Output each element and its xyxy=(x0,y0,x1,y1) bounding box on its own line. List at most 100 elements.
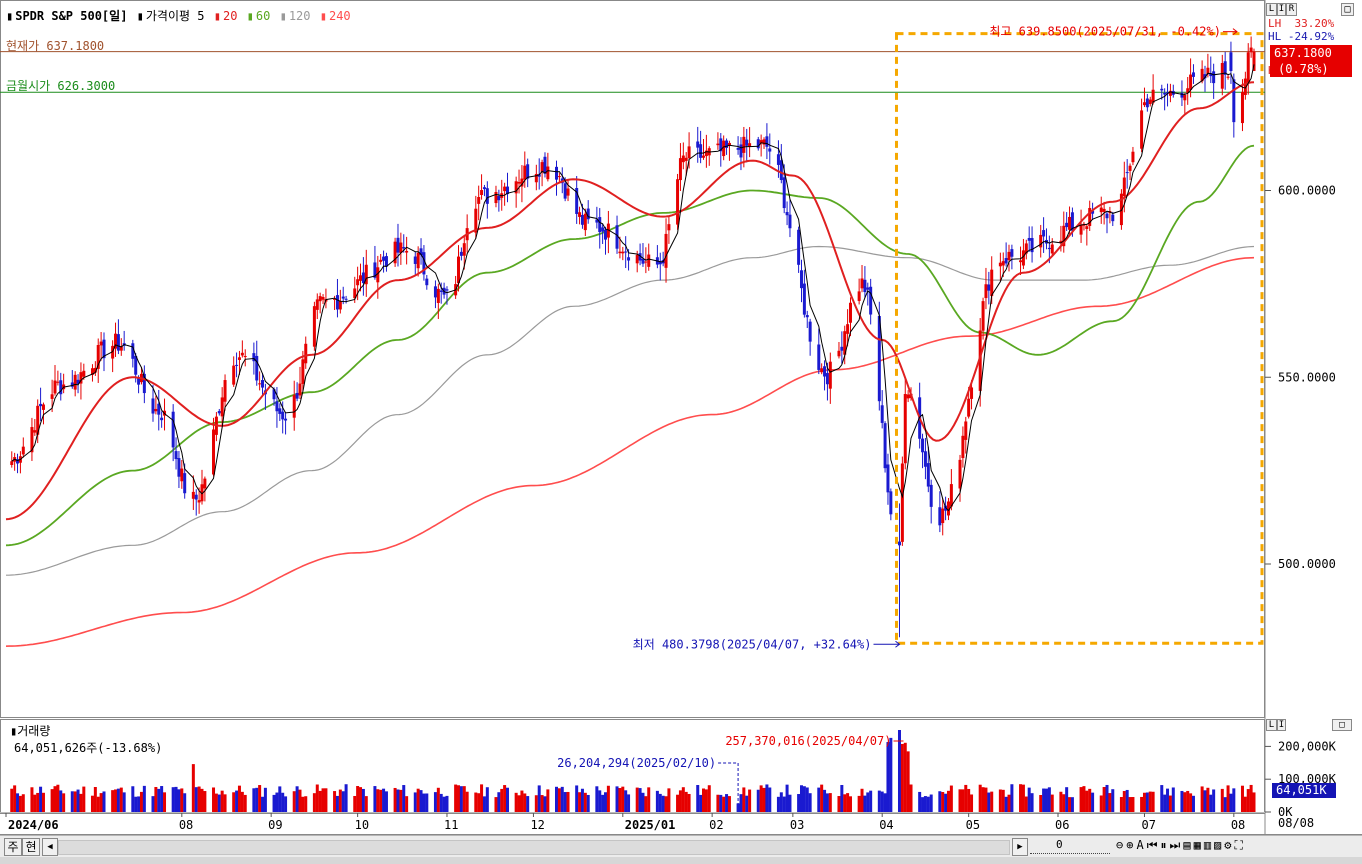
candle-body xyxy=(258,383,262,385)
tab-weekly[interactable]: 주 xyxy=(4,838,22,856)
volume-bar xyxy=(578,792,582,812)
volume-panel-button-l[interactable]: L xyxy=(1266,719,1277,731)
zoom-out-icon[interactable]: ⊖ xyxy=(1116,838,1127,852)
panel-button-i[interactable]: I xyxy=(1277,3,1286,16)
volume-bar xyxy=(382,788,386,812)
volume-bar xyxy=(312,793,316,812)
candle-body xyxy=(799,270,803,289)
volume-bar xyxy=(776,796,780,812)
candle-body xyxy=(1246,52,1250,83)
volume-y-tick-label: 0K xyxy=(1278,805,1293,819)
volume-bar xyxy=(197,786,201,812)
candle-body xyxy=(557,176,561,178)
candle-body xyxy=(96,345,100,369)
volume-bar xyxy=(840,784,844,812)
candle-body xyxy=(606,223,610,238)
volume-bar xyxy=(442,796,446,812)
candle-body xyxy=(1021,250,1025,266)
candle-body xyxy=(903,394,907,464)
volume-bar xyxy=(30,787,34,812)
panel-maximize-icon[interactable]: □ xyxy=(1341,3,1354,16)
last-page-icon[interactable]: ⏭ xyxy=(1169,838,1184,852)
legend-ma20[interactable]: 20 xyxy=(222,9,238,23)
first-page-icon[interactable]: ⏮ xyxy=(1146,838,1161,852)
scroll-left-icon[interactable]: ◀ xyxy=(42,838,58,856)
candle-body xyxy=(1186,88,1190,93)
candle-body xyxy=(857,291,861,301)
x-tick-label: 2024/06 xyxy=(8,818,59,832)
candle-body xyxy=(1249,47,1253,53)
candle-body xyxy=(1010,249,1014,257)
pause-icon[interactable]: ⏸ xyxy=(1160,838,1170,852)
candle-body xyxy=(823,366,827,377)
table-icon[interactable]: ▥ xyxy=(1203,838,1215,852)
panel-button-l[interactable]: L xyxy=(1266,3,1277,16)
candle-body xyxy=(941,508,945,524)
candle-body xyxy=(837,350,841,357)
text-tool-icon[interactable]: A xyxy=(1136,838,1147,852)
volume-y-tick-label: 200,000K xyxy=(1278,739,1337,753)
legend-ma5[interactable]: 가격이평 5 xyxy=(145,9,205,23)
volume-bar xyxy=(278,786,282,812)
candle-body xyxy=(624,251,628,253)
candle-body xyxy=(1068,216,1072,230)
volume-bar xyxy=(970,794,974,812)
horizontal-scrollbar-track[interactable] xyxy=(58,840,1010,855)
volume-bar xyxy=(823,789,827,812)
volume-bar xyxy=(131,786,135,812)
layout-icon[interactable]: ▤ xyxy=(1183,838,1194,852)
volume-bar xyxy=(220,790,224,812)
volume-bar xyxy=(517,795,521,812)
ma5-line xyxy=(11,64,1255,512)
volume-bar xyxy=(191,764,195,812)
volume-bar xyxy=(1108,793,1112,812)
zoom-in-icon[interactable]: ⊕ xyxy=(1126,838,1137,852)
volume-panel-button-i[interactable]: I xyxy=(1277,719,1286,731)
volume-bar xyxy=(918,791,922,812)
candle-body xyxy=(1168,90,1172,96)
volume-bar xyxy=(462,786,466,812)
volume-bar xyxy=(537,785,541,812)
scroll-right-icon[interactable]: ▶ xyxy=(1012,838,1028,856)
tab-current[interactable]: 현 xyxy=(22,838,40,856)
grid-icon[interactable]: ▦ xyxy=(1193,838,1204,852)
legend-ma60[interactable]: 60 xyxy=(255,9,271,23)
volume-bar xyxy=(857,795,861,812)
volume-bar xyxy=(1102,787,1106,812)
volume-bar xyxy=(405,796,409,812)
candle-body xyxy=(970,387,974,399)
candle-body xyxy=(820,368,824,373)
volume-bar xyxy=(699,794,703,812)
legend-title[interactable]: SPDR S&P 500[일] xyxy=(15,9,128,23)
volume-bar xyxy=(586,794,590,812)
legend-ma120[interactable]: 120 xyxy=(288,9,311,23)
image-icon[interactable]: ▨ xyxy=(1214,838,1225,852)
volume-bar xyxy=(621,786,625,812)
corner-hl: HL -24.92% xyxy=(1268,30,1335,43)
legend-ma240[interactable]: 240 xyxy=(328,9,351,23)
candle-body xyxy=(191,491,195,499)
volume-bar xyxy=(1200,786,1204,812)
candle-body xyxy=(586,208,590,220)
volume-bar xyxy=(1246,789,1250,812)
fullscreen-icon[interactable]: ⛶ xyxy=(1234,838,1246,852)
volume-bar xyxy=(73,791,77,812)
volume-bar xyxy=(647,787,651,812)
candle-body xyxy=(482,187,486,190)
volume-peak-annotation: 257,370,016(2025/04/07) xyxy=(725,734,891,748)
volume-bar xyxy=(889,737,893,812)
settings-gear-icon[interactable]: ⚙ xyxy=(1224,838,1235,852)
volume-panel-maximize-icon[interactable]: □ xyxy=(1332,719,1352,731)
volume-bar xyxy=(284,796,288,812)
candle-body xyxy=(396,237,400,253)
candle-body xyxy=(1027,237,1031,241)
candle-body xyxy=(719,138,723,152)
volume-bar xyxy=(275,792,279,812)
volume-bar xyxy=(716,794,720,812)
candle-body xyxy=(373,262,377,278)
candle-body xyxy=(240,352,244,356)
panel-button-r[interactable]: R xyxy=(1286,3,1297,16)
price-chart[interactable]: 600.0000 550.0000 500.0000 최고 639.8500(2025… xyxy=(0,0,1362,835)
zoom-slider[interactable]: 0 xyxy=(1030,838,1110,854)
candle-body xyxy=(926,463,930,487)
